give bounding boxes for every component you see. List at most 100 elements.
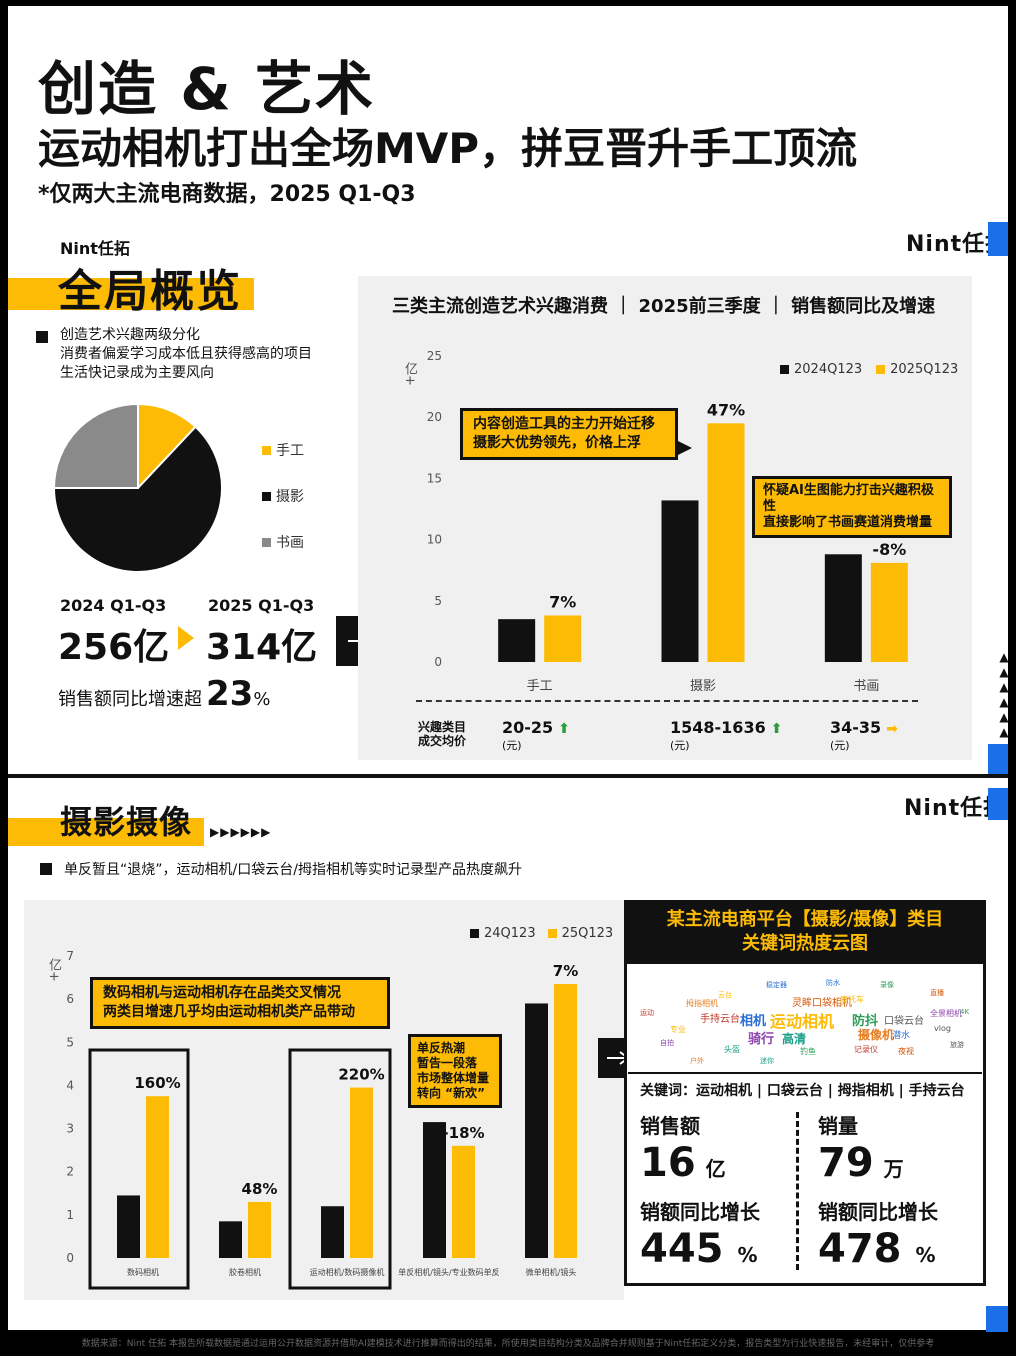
bar-24Q123-运动相机/数码摄像机 [321, 1206, 344, 1258]
bar-24Q123-微单相机/镜头 [525, 1003, 548, 1258]
sales-growth-value: 445 [640, 1226, 724, 1272]
data-label: -8% [872, 540, 906, 559]
bar-24Q123-数码相机 [117, 1195, 140, 1258]
growth-value: 23 [206, 674, 254, 714]
y-tick-label: 1 [66, 1208, 74, 1222]
bar-2024Q123-摄影 [661, 500, 699, 662]
value-a: 256亿 [58, 627, 170, 668]
overview-brand: Nint任拓 [60, 239, 130, 258]
callout-line: 两类目增速几乎均由运动相机类产品带动 [103, 1004, 355, 1020]
pie-legend-item: 手工 [262, 440, 304, 460]
volume-stat: 79 万 [818, 1140, 904, 1186]
pie-legend: 手工 摄影 书画 [262, 440, 304, 552]
volume-growth-unit: % [915, 1243, 936, 1267]
sales-stat: 16 亿 [640, 1140, 726, 1186]
pie-slice-书画 [52, 402, 139, 489]
bar-24Q123-单反相机/镜头/专业数码单反 [423, 1122, 446, 1258]
chart1-divider [416, 700, 918, 702]
cloud-word: 录像 [880, 981, 894, 989]
volume-value: 79 [818, 1140, 874, 1186]
y-tick-label: 10 [427, 533, 442, 547]
chart2-callout-slr: 单反热潮 暂告一段落 市场整体增量 转向 “新欢” [408, 1034, 502, 1108]
cloud-word: 专业 [670, 1025, 686, 1034]
y-tick-label: 5 [66, 1035, 74, 1049]
stat-divider [796, 1112, 799, 1270]
callout-line: 转向 “新欢” [417, 1086, 485, 1100]
chart2-callout-crossover: 数码相机与运动相机存在品类交叉情况 两类目增速几乎均由运动相机类产品带动 [90, 977, 390, 1029]
pie-legend-item: 书画 [262, 532, 304, 552]
cloud-word: 摩托车 [840, 995, 864, 1004]
data-label: 7% [549, 592, 576, 611]
kw-divider [628, 1072, 982, 1074]
chart1-unit: 亿+ [402, 362, 417, 386]
cloud-word: 全景相机 [930, 1009, 962, 1018]
category-label: 胶卷相机 [229, 1267, 261, 1277]
chart1-legend-item: 2024Q123 [780, 362, 862, 377]
category-label: 摄影 [690, 679, 716, 694]
up-arrows-icon: ▲ ▲ ▲ ▲ ▲ ▲ [999, 650, 1009, 739]
cloud-word: 钓鱼 [800, 1047, 816, 1056]
keyword-panel [624, 900, 986, 1286]
cloud-word: 旅游 [950, 1041, 964, 1049]
chart1-callout-ai: 怀疑AI生图能力打击兴趣积极性 直接影响了书画赛道消费增量 [752, 476, 952, 538]
sales-growth-stat: 445 % [640, 1226, 758, 1272]
chart1-callout-shift: 内容创造工具的主力开始迁移 摄影大优势领先，价格上浮 [460, 408, 678, 460]
share-pie-chart [52, 402, 223, 573]
bar-2024Q123-书画 [824, 554, 862, 662]
pie-slice-摄影 [52, 425, 223, 573]
cloud-word: 记录仪 [854, 1045, 878, 1054]
category-label: 书画 [853, 679, 879, 694]
data-note: *仅两大主流电商数据，2025 Q1-Q3 [38, 182, 416, 207]
cloud-word: 稳定器 [766, 981, 787, 989]
cloud-word: 直播 [930, 989, 944, 997]
bar-24Q123-胶卷相机 [219, 1221, 242, 1258]
data-label: 7% [553, 962, 578, 980]
y-tick-label: 20 [427, 410, 442, 424]
category-label: 运动相机/数码摄像机 [310, 1267, 385, 1277]
callout-line: 怀疑AI生图能力打击兴趣积极性 [763, 483, 934, 514]
callout-line: 暂告一段落 [417, 1056, 478, 1070]
cloud-word: 手持云台 [700, 1014, 740, 1025]
category-label: 微单相机/镜头 [526, 1267, 577, 1277]
chart2-legend: 24Q123 25Q123 [470, 926, 613, 941]
bar-25Q123-单反相机/镜头/专业数码单反 [452, 1145, 475, 1258]
cloud-word: 高清 [782, 1032, 807, 1046]
data-label: 47% [707, 400, 745, 419]
growth-unit: % [253, 689, 271, 710]
callout-pointer [676, 440, 692, 456]
y-tick-label: 4 [66, 1078, 74, 1092]
callout-line: 单反热潮 [417, 1041, 466, 1055]
chart2-legend-item: 24Q123 [470, 926, 536, 941]
price-photo: 1548-1636 ⬆ (元) [670, 718, 783, 752]
sales-growth-label: 销额同比增长 [640, 1200, 760, 1224]
overview-title-band [8, 278, 254, 310]
volume-growth-stat: 478 % [818, 1226, 936, 1272]
price-handcraft: 20-25 ⬆ (元) [502, 718, 570, 752]
photo-bullet: 单反暂且“退烧”，运动相机/口袋云台/拇指相机等实时记录型产品热度飙升 [40, 859, 522, 879]
play-arrow-icon [178, 626, 194, 650]
highlight-box [88, 1048, 190, 1290]
cloud-word: 夜视 [898, 1047, 914, 1056]
callout-line: 市场整体增量 [417, 1071, 490, 1085]
price-row-label: 兴趣类目 成交均价 [418, 720, 467, 748]
blue-accent [988, 788, 1008, 820]
bullet-line: 消费者偏爱学习成本低且获得感高的项目 [60, 346, 312, 362]
bar-25Q123-数码相机 [146, 1096, 169, 1258]
chart1-bar-chart: 0 5 10 15 20 25 7% 手工 47% 摄影 -8% 书画 [427, 349, 908, 694]
volume-unit: 万 [883, 1157, 904, 1181]
cloud-word: 运动 [640, 1009, 654, 1017]
y-tick-label: 15 [427, 471, 442, 485]
cloud-word: 防抖 [852, 1014, 879, 1029]
bullet-line: 生活快记录成为主要风向 [60, 365, 214, 381]
price-calligraphy: 34-35 ➡ (元) [830, 718, 898, 752]
y-tick-label: 0 [434, 655, 442, 669]
cloud-word: 相机 [740, 1014, 767, 1029]
photo-title-band [8, 818, 204, 846]
cloud-word: 头盔 [724, 1045, 740, 1054]
cloud-word: 防水 [826, 979, 840, 987]
value-b: 314亿 [206, 627, 318, 668]
cloud-word: 摄像机 [858, 1028, 895, 1042]
photo-bullet-text: 单反暂且“退烧”，运动相机/口袋云台/拇指相机等实时记录型产品热度飙升 [64, 862, 522, 878]
chart2-legend-item: 25Q123 [547, 926, 613, 941]
chart1-legend-item: 2025Q123 [876, 362, 958, 377]
